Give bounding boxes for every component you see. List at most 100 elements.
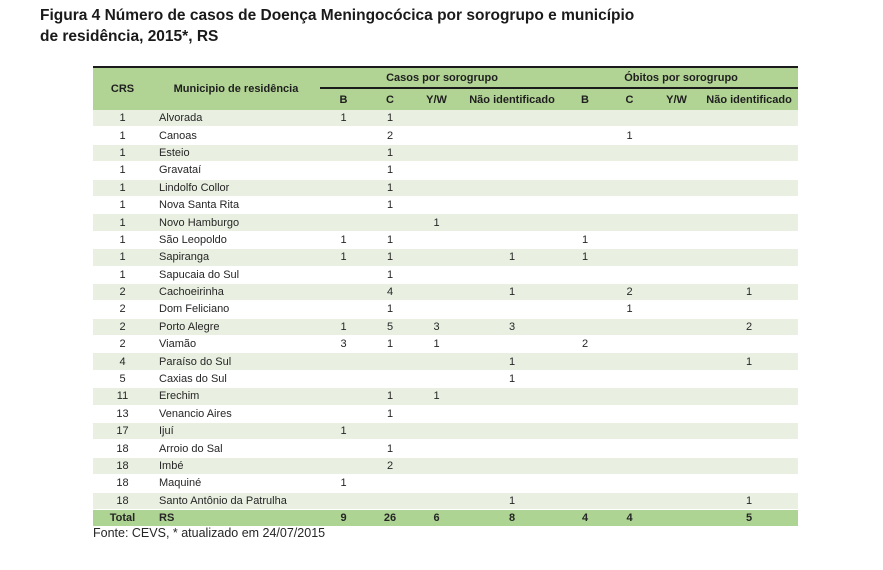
cell-municipality: Maquiné [152, 474, 320, 493]
cell-deaths-c [606, 144, 654, 163]
cell-deaths-c [606, 335, 654, 354]
cell-crs: 1 [93, 213, 152, 232]
cell-cases-b: 1 [320, 318, 367, 337]
cell-cases-unidentified: 1 [460, 370, 565, 389]
cell-cases-c: 1 [367, 144, 413, 163]
cell-cases-b: 1 [320, 110, 367, 128]
cell-deaths-unidentified [700, 213, 799, 232]
cell-crs: 2 [93, 300, 152, 319]
cell-deaths-b [564, 300, 607, 319]
figure-title-line1: Figura 4 Número de casos de Doença Menin… [40, 7, 635, 24]
cell-deaths-b [564, 405, 607, 424]
cell-crs: 18 [93, 492, 152, 510]
table-row: 1 Nova Santa Rita 1 [93, 196, 799, 215]
cell-municipality: Alvorada [152, 110, 320, 128]
cell-deaths-c [606, 213, 654, 232]
cell-cases-c: 26 [367, 509, 413, 527]
cell-deaths-unidentified [700, 196, 799, 215]
cell-municipality: Cachoeirinha [152, 283, 320, 302]
cell-deaths-unidentified [700, 474, 799, 493]
cell-deaths-unidentified [700, 405, 799, 424]
cell-municipality: Canoas [152, 126, 320, 145]
cell-deaths-unidentified: 1 [700, 283, 799, 302]
source-note: Fonte: CEVS, * atualizado em 24/07/2015 [93, 526, 326, 540]
column-header-cases-b: B [320, 88, 367, 110]
table-row: 1 Novo Hamburgo 1 [93, 213, 799, 232]
cell-deaths-unidentified [700, 370, 799, 389]
cell-cases-unidentified [460, 474, 565, 493]
cell-municipality: Paraíso do Sul [152, 352, 320, 371]
cell-cases-b [320, 179, 367, 197]
cell-cases-yw: 1 [413, 387, 460, 406]
table-total-row: Total RS 9 26 6 8 4 4 5 [93, 509, 799, 527]
cell-cases-yw [413, 161, 460, 180]
cell-deaths-unidentified [700, 387, 799, 406]
header-group-row: CRS Municipio de residência Casos por so… [93, 67, 799, 110]
cell-deaths-b [564, 352, 607, 371]
table-row: 1 Sapucaia do Sul 1 [93, 266, 799, 284]
cell-deaths-yw [653, 179, 701, 197]
cell-crs: 1 [93, 196, 152, 215]
cell-cases-b [320, 126, 367, 145]
column-header-cases-unidentified: Não identificado [460, 88, 565, 110]
cell-cases-yw [413, 405, 460, 424]
cell-cases-unidentified [460, 335, 565, 354]
cell-deaths-unidentified [700, 126, 799, 145]
cell-cases-unidentified [460, 387, 565, 406]
cell-deaths-unidentified [700, 457, 799, 476]
cell-deaths-yw [653, 196, 701, 215]
cell-deaths-unidentified [700, 439, 799, 458]
cell-deaths-c [606, 439, 654, 458]
cell-deaths-c [606, 196, 654, 215]
cell-municipality: Caxias do Sul [152, 370, 320, 389]
cell-cases-unidentified: 1 [460, 352, 565, 371]
cell-crs: 2 [93, 318, 152, 337]
cell-cases-unidentified [460, 196, 565, 215]
cell-cases-yw [413, 300, 460, 319]
cell-cases-unidentified [460, 457, 565, 476]
cell-deaths-yw [653, 474, 701, 493]
cell-deaths-yw [653, 266, 701, 284]
cell-cases-yw [413, 352, 460, 371]
cell-cases-b: 1 [320, 422, 367, 441]
table-row: 1 São Leopoldo 1 1 1 [93, 231, 799, 250]
cell-deaths-yw [653, 283, 701, 302]
table-header: CRS Municipio de residência Casos por so… [93, 67, 799, 110]
cell-deaths-b [564, 370, 607, 389]
cell-deaths-yw [653, 248, 701, 267]
cell-deaths-yw [653, 300, 701, 319]
cell-municipality: Imbé [152, 457, 320, 476]
cell-deaths-yw [653, 370, 701, 389]
cell-municipality: Santo Antônio da Patrulha [152, 492, 320, 510]
cell-deaths-yw [653, 318, 701, 337]
cell-cases-unidentified [460, 213, 565, 232]
cell-cases-c: 1 [367, 405, 413, 424]
figure-title-line2: de residência, 2015*, RS [40, 28, 219, 45]
cell-cases-c: 1 [367, 300, 413, 319]
cell-deaths-c [606, 318, 654, 337]
header-sub-row: B C Y/W Não identificado B C Y/W Não ide… [93, 88, 799, 110]
cell-crs: 18 [93, 474, 152, 493]
cell-cases-yw: 3 [413, 318, 460, 337]
cell-cases-yw [413, 370, 460, 389]
cell-deaths-b: 1 [564, 248, 607, 267]
cell-municipality: RS [152, 509, 320, 527]
cell-cases-b: 1 [320, 474, 367, 493]
cell-deaths-c [606, 161, 654, 180]
column-header-cases-yw: Y/W [413, 88, 460, 110]
cell-cases-unidentified [460, 422, 565, 441]
cell-deaths-c [606, 110, 654, 128]
cell-cases-c: 1 [367, 110, 413, 128]
cell-cases-b [320, 161, 367, 180]
cell-deaths-c [606, 266, 654, 284]
cell-deaths-unidentified [700, 300, 799, 319]
cell-deaths-unidentified [700, 231, 799, 250]
cell-cases-yw: 1 [413, 213, 460, 232]
cell-cases-unidentified [460, 161, 565, 180]
cell-deaths-c [606, 405, 654, 424]
cell-cases-c: 2 [367, 457, 413, 476]
cell-municipality: Nova Santa Rita [152, 196, 320, 215]
cell-deaths-b [564, 179, 607, 197]
cell-municipality: Novo Hamburgo [152, 213, 320, 232]
cell-crs: 2 [93, 335, 152, 354]
